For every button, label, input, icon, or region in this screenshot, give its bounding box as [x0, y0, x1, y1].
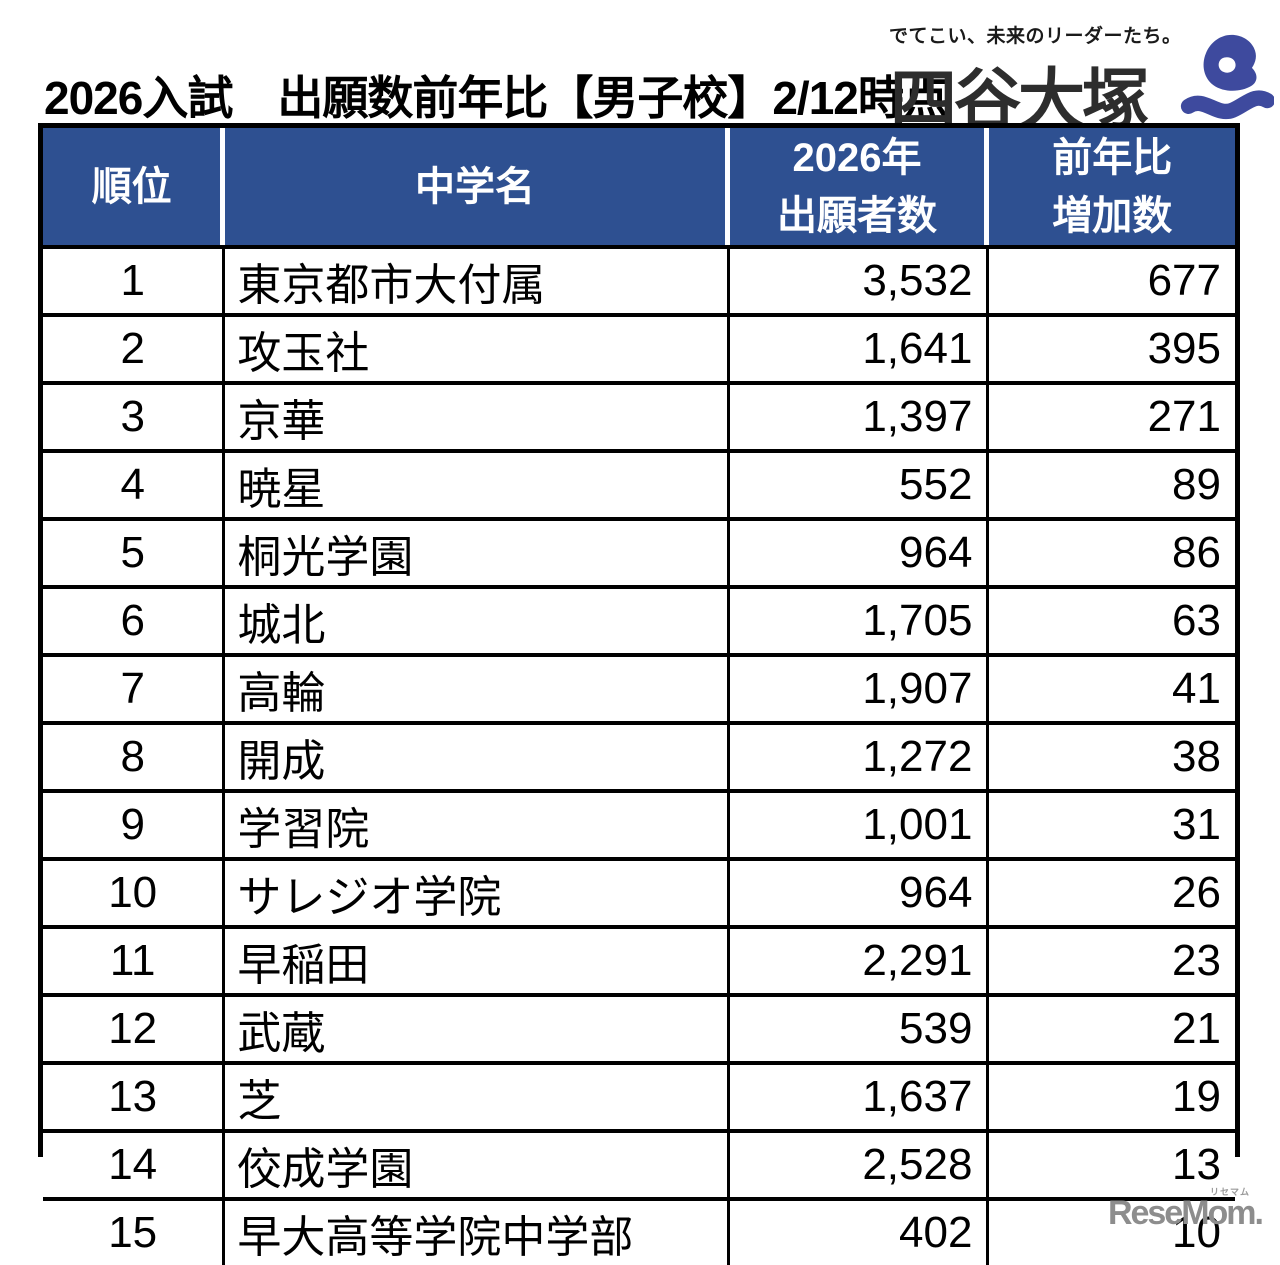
increase-cell: 21 — [1172, 1004, 1221, 1053]
table-row: 13 芝 1,637 19 — [43, 1061, 1235, 1129]
applicants-cell: 539 — [730, 997, 990, 1061]
applicants-cell: 1,272 — [730, 725, 990, 789]
applicants-cell: 1,705 — [730, 589, 990, 653]
rank-cell: 12 — [43, 997, 226, 1061]
table-header-row: 順位 中学名 2026年 出願者数 前年比 増加数 — [43, 128, 1235, 245]
increase-cell: 19 — [1172, 1072, 1221, 1121]
applicants-cell: 1,397 — [730, 385, 990, 449]
increase-cell: 271 — [1147, 392, 1221, 441]
table-row: 15 早大高等学院中学部 402 10 — [43, 1197, 1235, 1265]
school-cell: 暁星 — [225, 453, 730, 517]
resemom-katakana: リセマム — [1209, 1187, 1250, 1197]
applicants-cell: 2,291 — [730, 929, 990, 993]
table-row: 8 開成 1,272 38 — [43, 721, 1235, 789]
col-header-applicants: 2026年 出願者数 — [730, 128, 990, 245]
table-body: 1 東京都市大付属 3,532 677 2 攻玉社 1,641 395 3 京華… — [43, 245, 1235, 1265]
applicants-cell: 1,907 — [730, 657, 990, 721]
school-cell: 開成 — [225, 725, 730, 789]
rank-cell: 1 — [43, 249, 226, 313]
increase-cell: 26 — [1172, 868, 1221, 917]
increase-cell: 395 — [1147, 324, 1221, 373]
school-cell: 東京都市大付属 — [225, 249, 730, 313]
table-row: 9 学習院 1,001 31 — [43, 789, 1235, 857]
school-cell: 高輪 — [225, 657, 730, 721]
resemom-logo: リセマム ReseMom. — [1107, 1187, 1264, 1233]
col-header-increase: 前年比 増加数 — [1052, 135, 1173, 238]
school-cell: 早稲田 — [225, 929, 730, 993]
col-header-rank: 順位 — [43, 128, 226, 245]
rank-cell: 14 — [43, 1133, 226, 1197]
applicants-cell: 1,001 — [730, 793, 990, 857]
increase-cell: 23 — [1172, 936, 1221, 985]
ranking-table: 順位 中学名 2026年 出願者数 前年比 増加数 1 東京都市大付属 3,53… — [38, 123, 1240, 1265]
increase-cell: 38 — [1172, 732, 1221, 781]
rank-cell: 6 — [43, 589, 226, 653]
rank-cell: 4 — [43, 453, 226, 517]
school-cell: 城北 — [225, 589, 730, 653]
school-cell: 武蔵 — [225, 997, 730, 1061]
rank-cell: 15 — [43, 1201, 226, 1265]
brand-logo-icon — [1180, 34, 1274, 120]
rank-cell: 8 — [43, 725, 226, 789]
table-row: 14 佼成学園 2,528 13 — [43, 1129, 1235, 1197]
page-title: 2026入試 出願数前年比【男子校】2/12時点 — [44, 72, 949, 124]
applicants-cell: 964 — [730, 861, 990, 925]
table-row: 6 城北 1,705 63 — [43, 585, 1235, 653]
rank-cell: 3 — [43, 385, 226, 449]
school-cell: 攻玉社 — [225, 317, 730, 381]
applicants-cell: 402 — [730, 1201, 990, 1265]
increase-cell: 41 — [1172, 664, 1221, 713]
increase-cell: 13 — [1172, 1140, 1221, 1189]
applicants-cell: 2,528 — [730, 1133, 990, 1197]
table-row: 12 武蔵 539 21 — [43, 993, 1235, 1061]
table-row: 3 京華 1,397 271 — [43, 381, 1235, 449]
applicants-cell: 3,532 — [730, 249, 990, 313]
school-cell: 芝 — [225, 1065, 730, 1129]
table-row: 7 高輪 1,907 41 — [43, 653, 1235, 721]
school-cell: サレジオ学院 — [225, 861, 730, 925]
resemom-wordmark: ReseMom. — [1107, 1194, 1264, 1232]
school-cell: 桐光学園 — [225, 521, 730, 585]
school-cell: 佼成学園 — [225, 1133, 730, 1197]
school-cell: 早大高等学院中学部 — [225, 1201, 730, 1265]
col-header-school: 中学名 — [225, 128, 730, 245]
rank-cell: 2 — [43, 317, 226, 381]
applicants-cell: 552 — [730, 453, 990, 517]
table-row: 11 早稲田 2,291 23 — [43, 925, 1235, 993]
applicants-cell: 1,637 — [730, 1065, 990, 1129]
rank-cell: 11 — [43, 929, 226, 993]
applicants-cell: 1,641 — [730, 317, 990, 381]
table-row: 2 攻玉社 1,641 395 — [43, 313, 1235, 381]
table-row: 4 暁星 552 89 — [43, 449, 1235, 517]
table-row: 10 サレジオ学院 964 26 — [43, 857, 1235, 925]
table-row: 5 桐光学園 964 86 — [43, 517, 1235, 585]
increase-cell: 86 — [1172, 528, 1221, 577]
table-row: 1 東京都市大付属 3,532 677 — [43, 245, 1235, 313]
rank-cell: 10 — [43, 861, 226, 925]
rank-cell: 9 — [43, 793, 226, 857]
applicants-cell: 964 — [730, 521, 990, 585]
increase-cell: 677 — [1147, 256, 1221, 305]
rank-cell: 13 — [43, 1065, 226, 1129]
school-cell: 学習院 — [225, 793, 730, 857]
brand-tagline: でてこい、未来のリーダーたち。 — [889, 26, 1182, 47]
increase-cell: 89 — [1172, 460, 1221, 509]
increase-cell: 31 — [1172, 800, 1221, 849]
rank-cell: 7 — [43, 657, 226, 721]
increase-cell: 63 — [1172, 596, 1221, 645]
school-cell: 京華 — [225, 385, 730, 449]
rank-cell: 5 — [43, 521, 226, 585]
